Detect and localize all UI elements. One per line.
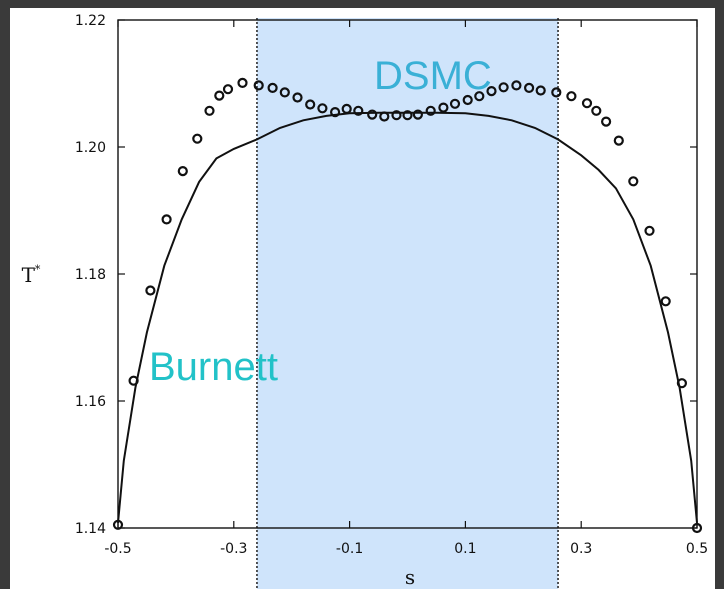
- dsmc-point: [292, 92, 303, 103]
- tick-marks: [117, 19, 698, 529]
- dsmc-point: [551, 87, 562, 98]
- dsmc-point: [145, 285, 156, 296]
- dsmc-point: [600, 116, 612, 127]
- dsmc-point: [237, 77, 248, 89]
- y-tick-label: 1.20: [75, 140, 106, 156]
- dsmc-point: [204, 105, 215, 116]
- dsmc-point: [676, 378, 688, 389]
- x-axis-label: s: [405, 565, 415, 589]
- dsmc-point: [379, 111, 390, 122]
- dsmc-point: [214, 90, 225, 101]
- annotation-burnett: Burnett: [149, 345, 278, 389]
- dsmc-point: [177, 166, 188, 177]
- dsmc-point: [128, 375, 139, 386]
- dsmc-point: [535, 85, 546, 96]
- y-tick-labels: 1.22 1.20 1.18 1.16 1.14: [75, 13, 106, 537]
- y-axis-label: T*: [22, 263, 41, 287]
- x-tick-label: -0.3: [220, 541, 247, 557]
- dsmc-point: [691, 522, 703, 534]
- dsmc-point: [523, 82, 535, 94]
- y-tick-label: 1.14: [75, 521, 106, 537]
- dsmc-point: [498, 82, 509, 93]
- dsmc-point: [581, 98, 593, 109]
- dsmc-point: [474, 91, 485, 102]
- x-tick-label: -0.1: [336, 541, 363, 557]
- dsmc-point: [267, 82, 278, 94]
- dsmc-point: [644, 225, 655, 236]
- x-tick-labels: -0.5 -0.3 -0.1 0.1 0.3 0.5: [104, 541, 708, 557]
- dsmc-point: [628, 176, 639, 187]
- dsmc-point: [330, 106, 341, 118]
- dsmc-point: [222, 84, 234, 95]
- y-tick-label: 1.16: [75, 394, 106, 410]
- dsmc-point: [660, 296, 671, 307]
- dsmc-point: [462, 94, 473, 106]
- dsmc-point: [279, 87, 290, 98]
- dsmc-point: [438, 102, 449, 113]
- series-line-burnett: [117, 111, 698, 523]
- y-tick-label: 1.22: [75, 13, 106, 29]
- dsmc-point: [391, 110, 402, 121]
- highlight-region: [256, 18, 559, 589]
- dsmc-point: [412, 109, 423, 120]
- dsmc-point: [192, 133, 203, 144]
- y-tick-label: 1.18: [75, 267, 106, 283]
- dsmc-point: [353, 105, 364, 116]
- dsmc-point: [402, 110, 413, 121]
- dsmc-point: [511, 80, 522, 91]
- dsmc-point: [253, 80, 264, 91]
- dsmc-point: [367, 109, 378, 120]
- dsmc-point: [486, 85, 497, 97]
- dsmc-point: [566, 91, 577, 102]
- dsmc-point: [591, 105, 602, 116]
- dsmc-point: [305, 99, 316, 110]
- dsmc-point: [449, 98, 461, 109]
- annotation-dsmc: DSMC: [374, 54, 492, 98]
- dsmc-point: [425, 105, 436, 116]
- dsmc-point: [613, 135, 624, 146]
- x-tick-label: 0.3: [570, 541, 592, 557]
- dsmc-point: [161, 214, 172, 225]
- dsmc-point: [317, 103, 328, 114]
- dsmc-point: [341, 103, 352, 115]
- x-tick-label: 0.5: [686, 541, 708, 557]
- dsmc-point: [112, 519, 124, 530]
- series-markers-dsmc: [112, 77, 703, 534]
- x-tick-label: -0.5: [104, 541, 131, 557]
- x-tick-label: 0.1: [454, 541, 476, 557]
